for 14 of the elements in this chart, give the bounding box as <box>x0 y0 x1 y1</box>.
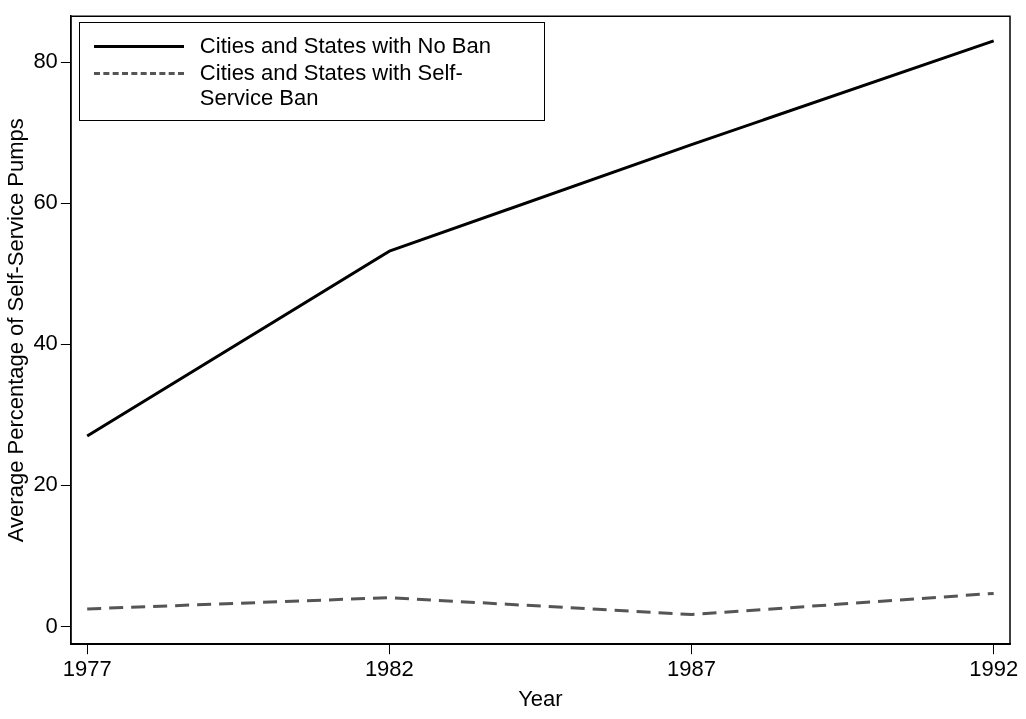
y-tick-label: 0 <box>45 612 58 638</box>
y-tick-label: 60 <box>33 189 58 215</box>
x-tick-label: 1982 <box>364 656 414 682</box>
x-tick-label: 1977 <box>62 656 112 682</box>
legend-label: Cities and States with No Ban <box>199 33 491 59</box>
line-series <box>85 591 996 617</box>
y-tick-label: 40 <box>33 330 58 356</box>
y-axis-title: Average Percentage of Self-Service Pumps <box>3 118 29 543</box>
x-tick-label: 1987 <box>667 656 716 682</box>
y-tick-label: 20 <box>33 471 58 497</box>
x-axis-title: Year <box>518 685 563 711</box>
y-tick-label: 80 <box>33 48 58 74</box>
x-tick-label: 1992 <box>969 656 1019 682</box>
legend-label: Cities and States with Self-Service Ban <box>199 60 464 111</box>
